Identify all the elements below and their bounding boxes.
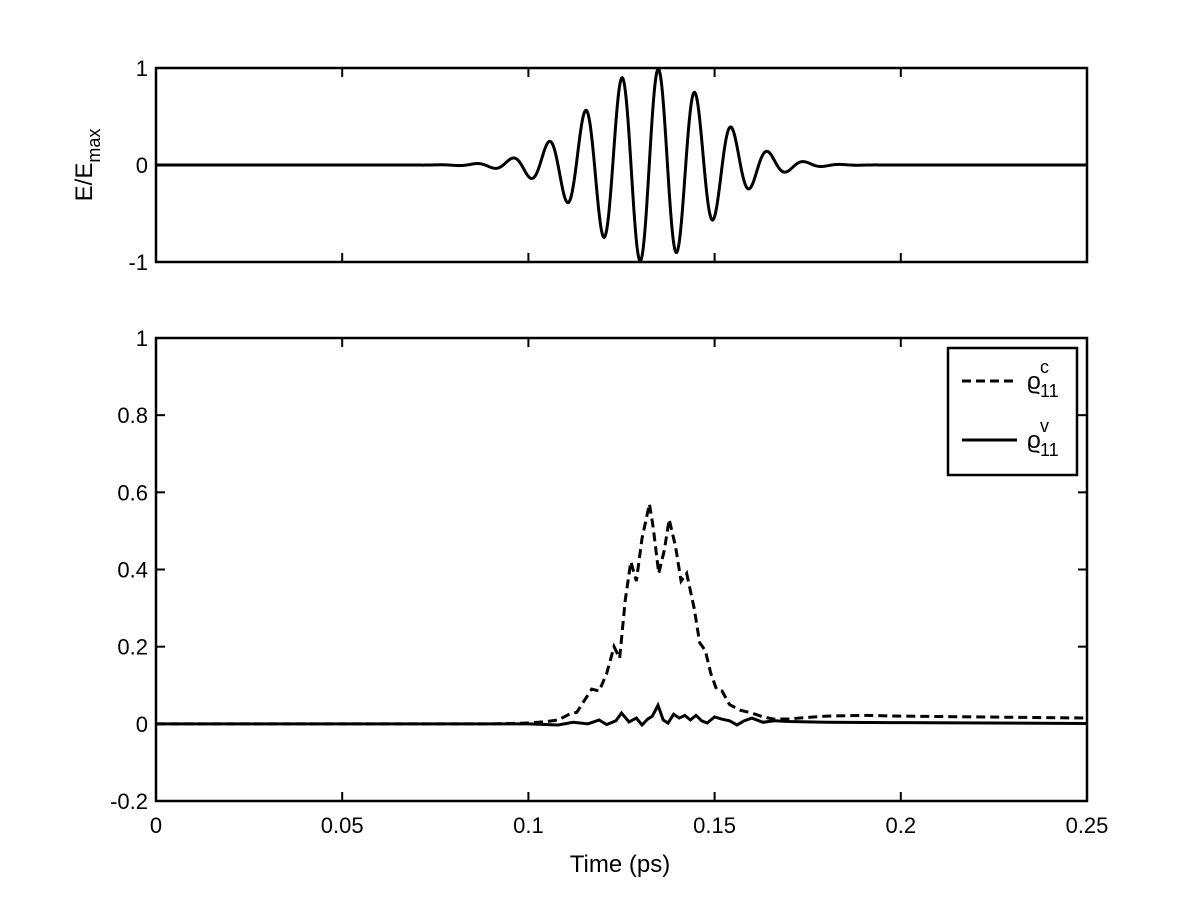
series-rho-c-11-line <box>156 503 1088 726</box>
top-ylabel-main: E/E <box>71 163 98 202</box>
legend-entry-rho-c: ϱ <box>1027 368 1041 395</box>
top-series-line <box>156 67 1087 263</box>
bottom-xtick-label: 0.15 <box>693 813 736 838</box>
bottom-ytick-label: -0.2 <box>110 789 148 814</box>
legend-rho-c-sup: c <box>1040 357 1049 377</box>
legend-rho-v-symbol: ϱ <box>1027 427 1041 454</box>
bottom-xtick-label: 0.1 <box>513 813 544 838</box>
legend-entry-rho-v: ϱ <box>1027 427 1041 454</box>
bottom-ticks <box>155 337 1088 802</box>
top-ylabel: E/Emax <box>71 129 104 202</box>
top-panel: -1 0 1 E/Emax <box>71 56 1089 275</box>
top-ytick-label: 0 <box>136 153 148 178</box>
top-ytick-label: -1 <box>128 250 148 275</box>
legend-rho-v-sup: v <box>1040 416 1049 436</box>
bottom-xtick-label: 0.25 <box>1066 813 1109 838</box>
legend-rho-c-symbol: ϱ <box>1027 368 1041 395</box>
legend-rho-v-sub: 11 <box>1040 440 1059 460</box>
bottom-ytick-labels: -0.2 0 0.2 0.4 0.6 0.8 1 <box>110 326 148 814</box>
bottom-xtick-labels: 0 0.05 0.1 0.15 0.2 0.25 <box>150 813 1109 838</box>
legend: ϱ c 11 ϱ v 11 <box>946 346 1079 477</box>
bottom-panel: -0.200.20.40.60.81 0 0.05 0.1 0.15 0.2 0.25 T… <box>110 326 1108 878</box>
bottom-ytick-label: 1 <box>136 326 148 351</box>
bottom-xtick-label: 0.05 <box>321 813 364 838</box>
bottom-ytick-label: 0.2 <box>117 635 148 660</box>
top-ticks <box>155 67 1088 263</box>
top-ylabel-sub: max <box>84 129 104 163</box>
bottom-xtick-label: 0.2 <box>886 813 917 838</box>
bottom-xtick-label: 0 <box>150 813 162 838</box>
legend-rho-c-sub: 11 <box>1040 381 1059 401</box>
top-ytick-labels: -1 0 1 <box>128 56 148 275</box>
legend-box <box>946 346 1079 477</box>
series-rho-v-11-line <box>156 701 1088 728</box>
bottom-ytick-label: 0.8 <box>117 403 148 428</box>
x-axis-label: Time (ps) <box>570 851 670 878</box>
bottom-ytick-label: 0.6 <box>117 480 148 505</box>
bottom-ytick-label: 0.4 <box>117 558 148 583</box>
bottom-ytick-label: 0 <box>136 712 148 737</box>
top-ytick-label: 1 <box>136 56 148 81</box>
